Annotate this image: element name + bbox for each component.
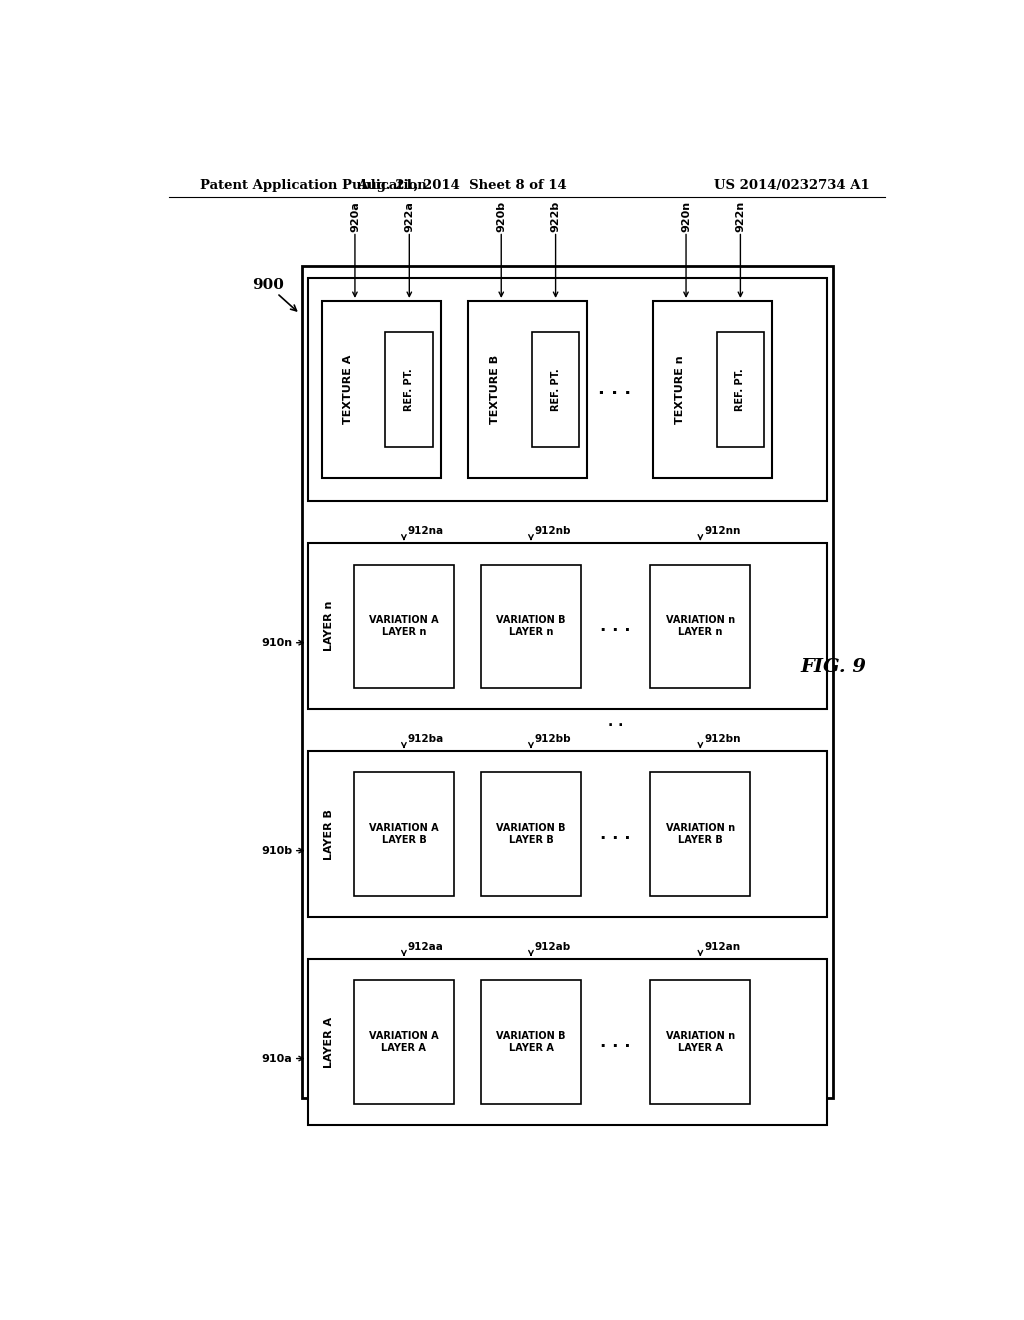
Text: 910n: 910n (261, 638, 292, 648)
Text: VARIATION A
LAYER B: VARIATION A LAYER B (369, 824, 438, 845)
Text: 922a: 922a (404, 201, 415, 231)
Text: 912bn: 912bn (705, 734, 740, 743)
Bar (354, 772, 454, 896)
Text: 912nn: 912nn (705, 525, 740, 536)
Text: 912ab: 912ab (535, 941, 571, 952)
Bar (385, 331, 433, 447)
Text: 912na: 912na (408, 525, 443, 536)
Bar (354, 981, 454, 1104)
Bar (307, 277, 826, 502)
Bar (468, 301, 587, 478)
Text: 912ba: 912ba (408, 734, 444, 743)
Text: 912an: 912an (705, 941, 740, 952)
Text: LAYER A: LAYER A (325, 1016, 334, 1068)
Text: Patent Application Publication: Patent Application Publication (200, 178, 427, 191)
Text: 910b: 910b (261, 846, 292, 855)
Text: 920b: 920b (497, 201, 506, 231)
Text: 922n: 922n (735, 201, 745, 231)
Text: 920n: 920n (681, 201, 691, 231)
Bar (307, 544, 826, 709)
Text: . . .: . . . (598, 380, 631, 399)
Text: FIG. 9: FIG. 9 (801, 657, 866, 676)
Bar (650, 981, 751, 1104)
Bar (650, 565, 751, 688)
Text: VARIATION B
LAYER n: VARIATION B LAYER n (497, 615, 565, 638)
Bar (481, 772, 581, 896)
Bar (531, 331, 580, 447)
Text: REF. PT.: REF. PT. (551, 368, 560, 411)
Text: VARIATION n
LAYER A: VARIATION n LAYER A (666, 1031, 735, 1053)
Bar (301, 267, 833, 1098)
Bar (307, 751, 826, 917)
Text: 910a: 910a (261, 1053, 292, 1064)
Text: VARIATION B
LAYER A: VARIATION B LAYER A (497, 1031, 565, 1053)
Text: VARIATION n
LAYER B: VARIATION n LAYER B (666, 824, 735, 845)
Text: 912aa: 912aa (408, 941, 443, 952)
Bar (307, 960, 826, 1125)
Text: 900: 900 (252, 279, 284, 293)
Text: . . .: . . . (600, 825, 631, 843)
Text: TEXTURE A: TEXTURE A (343, 355, 353, 424)
Text: LAYER n: LAYER n (325, 601, 334, 651)
Bar (481, 981, 581, 1104)
Bar (650, 772, 751, 896)
Text: TEXTURE B: TEXTURE B (489, 355, 500, 424)
Text: Aug. 21, 2014  Sheet 8 of 14: Aug. 21, 2014 Sheet 8 of 14 (356, 178, 566, 191)
Bar (354, 565, 454, 688)
Text: VARIATION A
LAYER A: VARIATION A LAYER A (369, 1031, 438, 1053)
Text: . .: . . (608, 715, 624, 730)
Text: TEXTURE n: TEXTURE n (675, 355, 685, 424)
Text: LAYER B: LAYER B (325, 809, 334, 859)
Bar (652, 301, 772, 478)
Text: . . .: . . . (600, 1034, 631, 1051)
Text: 920a: 920a (350, 201, 360, 231)
Bar (481, 565, 581, 688)
Text: VARIATION B
LAYER B: VARIATION B LAYER B (497, 824, 565, 845)
Text: VARIATION A
LAYER n: VARIATION A LAYER n (369, 615, 438, 638)
Text: US 2014/0232734 A1: US 2014/0232734 A1 (714, 178, 869, 191)
Text: REF. PT.: REF. PT. (735, 368, 745, 411)
Text: 912nb: 912nb (535, 525, 571, 536)
Text: 912bb: 912bb (535, 734, 571, 743)
Text: VARIATION n
LAYER n: VARIATION n LAYER n (666, 615, 735, 638)
Text: . . .: . . . (600, 618, 631, 635)
Bar (322, 301, 441, 478)
Text: 922b: 922b (551, 201, 560, 231)
Text: REF. PT.: REF. PT. (404, 368, 415, 411)
Bar (717, 331, 764, 447)
